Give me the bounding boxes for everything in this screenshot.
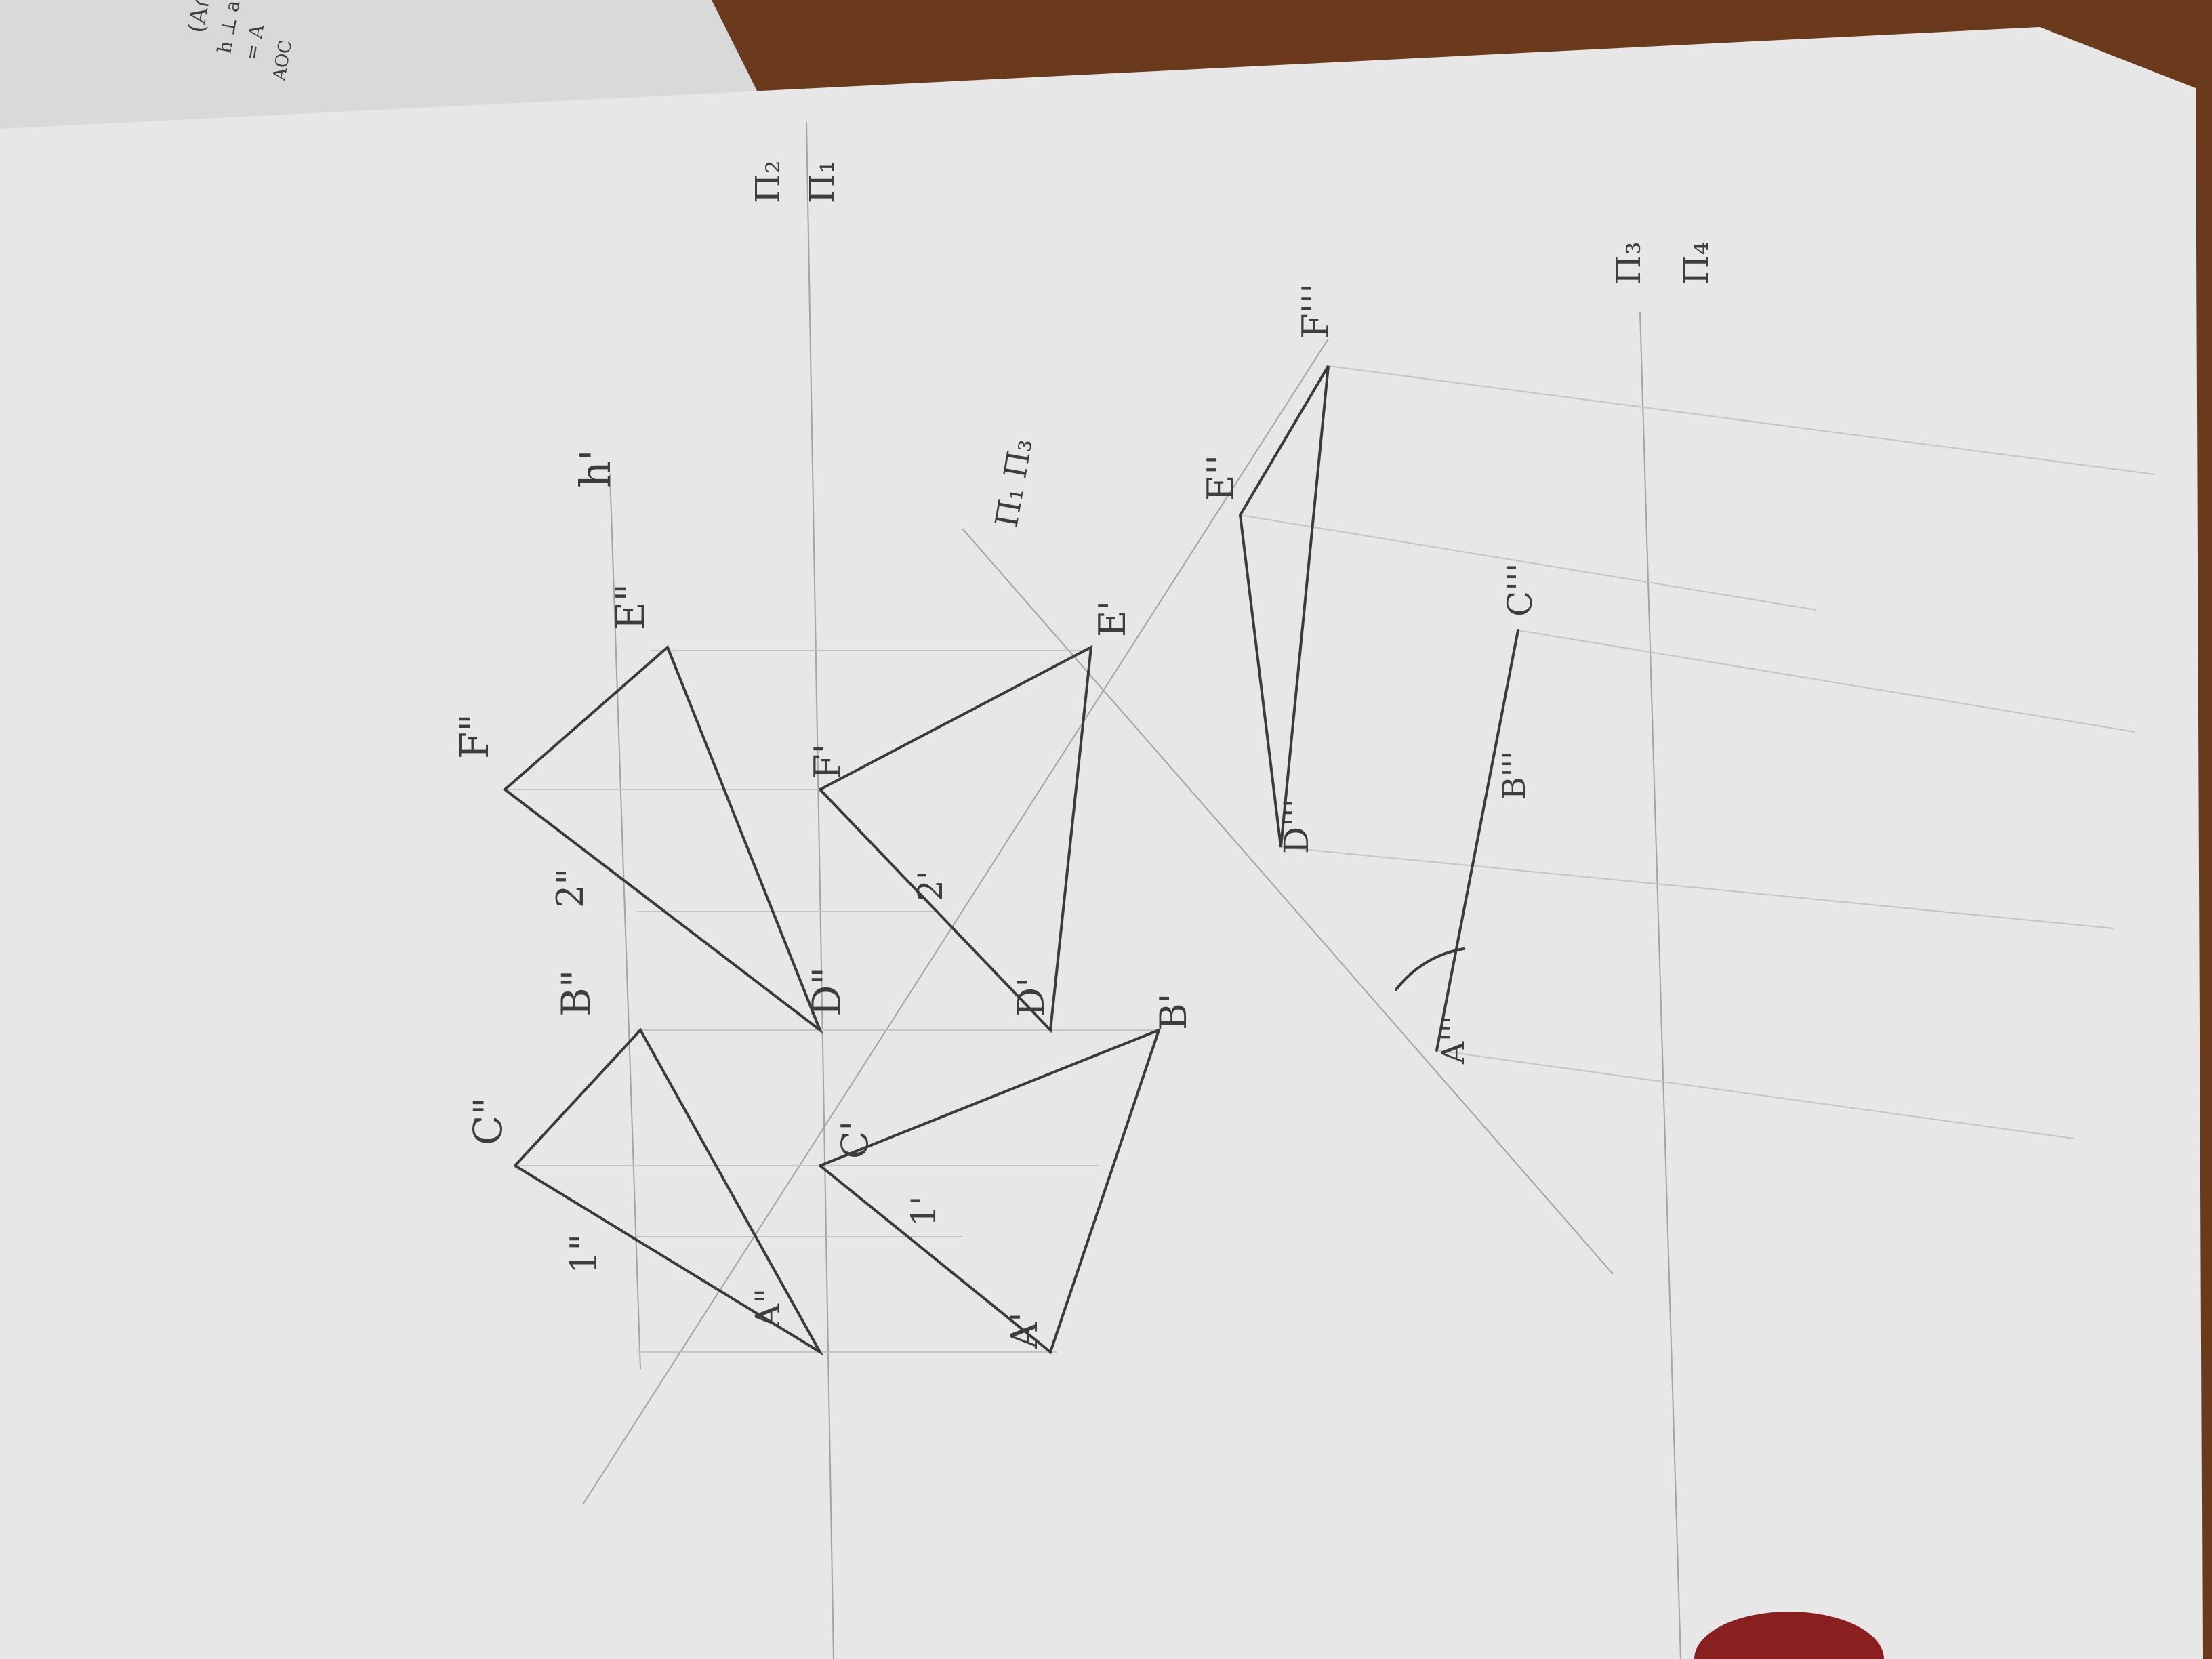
axis-x34 bbox=[1639, 311, 1681, 1659]
triangle-def-aux bbox=[1239, 365, 1330, 848]
axis-x13 bbox=[582, 338, 1329, 1505]
drawing-sheet bbox=[0, 27, 2203, 1659]
label-B3: B''' bbox=[1496, 751, 1532, 800]
label-E2: E" bbox=[607, 583, 653, 630]
label-B2: B" bbox=[553, 970, 599, 1017]
label-D1: D' bbox=[1010, 977, 1052, 1017]
label-F1: F' bbox=[806, 744, 849, 779]
label-F3: F''' bbox=[1294, 283, 1337, 339]
label-pt1-2: 1" bbox=[562, 1234, 605, 1274]
label-C1: C' bbox=[834, 1121, 876, 1159]
projector-c3 bbox=[1517, 630, 2135, 733]
label-h-prime: h' bbox=[571, 449, 620, 488]
frontal-projection bbox=[504, 644, 824, 1356]
label-pi1: П₁ bbox=[802, 160, 842, 203]
red-object bbox=[1694, 1612, 1884, 1659]
label-F2: F" bbox=[451, 714, 497, 759]
segment-ac-aux bbox=[1435, 629, 1519, 1052]
label-pi4: П₄ bbox=[1677, 241, 1716, 285]
triangle-abc-horizontal bbox=[819, 1027, 1162, 1355]
label-A3: A''' bbox=[1435, 1016, 1471, 1065]
axis-x12 bbox=[806, 121, 834, 1659]
label-C3: C''' bbox=[1500, 563, 1540, 617]
projector-a3 bbox=[1436, 1050, 2074, 1139]
label-pi3: П₃ bbox=[1609, 241, 1648, 285]
triangle-def-frontal bbox=[504, 644, 823, 1034]
line-h-prime bbox=[609, 474, 641, 1370]
angle-arc bbox=[1395, 947, 1465, 991]
projector-e3 bbox=[1240, 514, 1817, 611]
label-A2: A" bbox=[748, 1288, 787, 1329]
label-C2: C" bbox=[465, 1097, 511, 1145]
label-pt2-1: 2' bbox=[911, 870, 950, 901]
label-A1: A' bbox=[1003, 1312, 1046, 1349]
labels: П₂ П₁ h' П₁ П₃ П₃ П₄ F" E" 2" B" C" 1" D… bbox=[451, 160, 1716, 1349]
label-D3: D''' bbox=[1277, 799, 1316, 854]
transfer-line bbox=[962, 528, 1614, 1275]
label-pi2: П₂ bbox=[748, 160, 787, 203]
auxiliary-projection bbox=[1239, 365, 1519, 1052]
label-E1: E' bbox=[1091, 600, 1134, 637]
label-pt1-1: 1' bbox=[904, 1195, 943, 1227]
label-D2: D" bbox=[804, 967, 850, 1017]
label-B1: B' bbox=[1152, 993, 1195, 1030]
projector-f3 bbox=[1328, 365, 2156, 475]
label-E3: E'' bbox=[1200, 455, 1242, 501]
projector-d3 bbox=[1280, 846, 2115, 929]
horizontal-projection bbox=[819, 644, 1162, 1355]
triangle-abc-frontal bbox=[514, 1027, 824, 1356]
triangle-def-horizontal bbox=[819, 644, 1093, 1033]
construction-lines bbox=[501, 121, 2156, 1659]
label-pt2-2: 2" bbox=[549, 868, 592, 908]
